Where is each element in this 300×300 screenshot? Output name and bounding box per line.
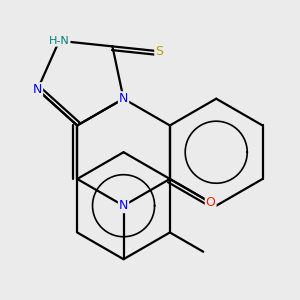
Text: O: O bbox=[206, 196, 216, 209]
Text: N: N bbox=[119, 199, 128, 212]
Text: S: S bbox=[155, 45, 163, 58]
Text: H-N: H-N bbox=[49, 36, 70, 46]
Text: N: N bbox=[33, 83, 42, 96]
Text: N: N bbox=[119, 92, 128, 105]
